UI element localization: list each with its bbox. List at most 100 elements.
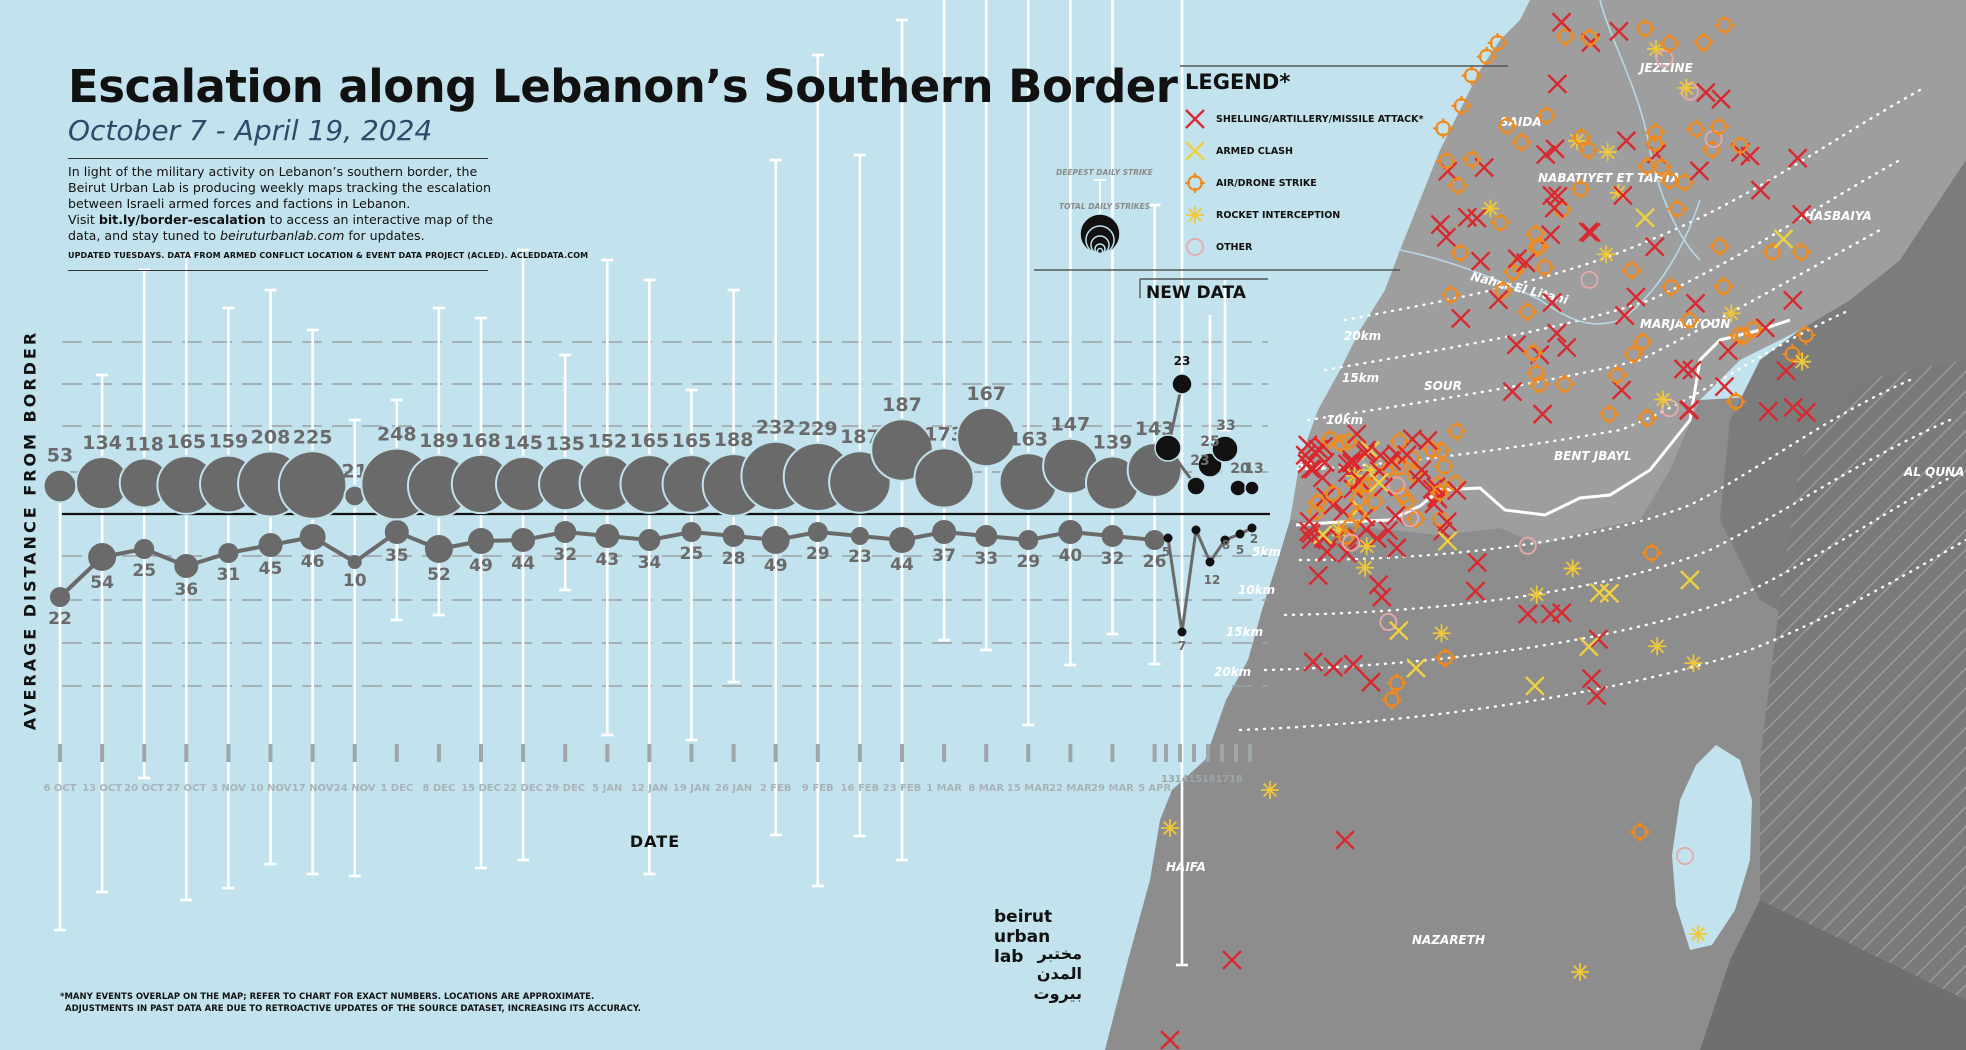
new-distance-point [1177, 627, 1187, 637]
date-label: 19 JAN [673, 783, 710, 794]
event-marker [1726, 391, 1746, 412]
distance-point [218, 543, 239, 563]
event-marker [1791, 242, 1811, 263]
event-marker [1518, 536, 1537, 555]
event-marker [1551, 12, 1572, 33]
event-marker [1711, 89, 1731, 109]
event-marker [1535, 144, 1556, 165]
event-marker [1437, 512, 1457, 532]
event-marker [1357, 537, 1376, 556]
event-marker [1684, 654, 1703, 673]
event-marker [1335, 830, 1355, 850]
event-marker [1546, 323, 1567, 344]
event-marker [1791, 204, 1812, 225]
strike-count-label: 187 [882, 394, 922, 416]
event-marker [1783, 397, 1803, 418]
distance-label: 45 [259, 559, 283, 579]
strike-bubble [42, 468, 78, 504]
title-divider [68, 158, 488, 159]
event-marker [1637, 408, 1657, 428]
event-marker [1401, 509, 1420, 528]
event-marker [1381, 689, 1402, 710]
event-marker [1654, 390, 1673, 409]
event-marker [1397, 445, 1417, 465]
event-marker [1529, 374, 1550, 395]
date-label: 10 NOV [250, 783, 292, 794]
date-label: 3 NOV [211, 783, 246, 794]
distance-point [511, 528, 536, 552]
site-link[interactable]: beiruturbanlab.com [220, 228, 345, 243]
date-label: 20 OCT [124, 783, 164, 794]
event-marker [1796, 402, 1817, 423]
date-label: 26 JAN [715, 783, 752, 794]
event-marker [1515, 252, 1536, 273]
day-label: 14 [1175, 774, 1189, 785]
map-label: HAIFA [1166, 860, 1206, 874]
legend-rules [1034, 65, 1508, 298]
event-marker [1614, 305, 1635, 326]
event-marker [1343, 654, 1364, 675]
new-distance-label: 12 [1204, 573, 1221, 587]
event-marker [1776, 360, 1796, 381]
map-label: HASBAIYA [1804, 209, 1872, 223]
strike-bubble [956, 406, 1017, 468]
event-marker [1542, 292, 1562, 313]
event-marker [1517, 604, 1538, 624]
event-marker [1730, 135, 1751, 156]
event-marker [1322, 483, 1343, 504]
distance-label: 25 [132, 561, 156, 581]
event-marker [1667, 198, 1688, 219]
distance-ring-label: 5km [1252, 545, 1281, 559]
event-marker [1641, 542, 1662, 563]
distance-point [975, 525, 998, 547]
event-marker [1402, 429, 1423, 449]
new-strike-label: 33 [1216, 418, 1235, 434]
event-marker [1342, 449, 1362, 470]
event-marker [1689, 925, 1707, 943]
event-marker [1307, 492, 1328, 513]
date-label: 29 MAR [1091, 783, 1134, 794]
new-distance-point [1191, 525, 1201, 535]
event-marker [1793, 352, 1812, 371]
interactive-map-link[interactable]: bit.ly/border-escalation [98, 212, 266, 227]
event-marker [1450, 308, 1471, 329]
distance-label: 54 [90, 573, 114, 593]
event-marker [1607, 365, 1628, 386]
distance-label: 37 [932, 546, 956, 566]
event-marker [1346, 424, 1367, 444]
event-marker [1490, 212, 1511, 233]
strike-count-label: 167 [966, 383, 1006, 405]
event-marker [1743, 319, 1764, 339]
distance-point [638, 529, 661, 551]
event-marker [1492, 280, 1513, 301]
date-label: 29 DEC [545, 783, 585, 794]
distance-label: 28 [722, 549, 746, 569]
distance-label: 40 [1059, 546, 1083, 566]
map-label: BENT JBAYL [1554, 449, 1632, 463]
date-label: 12 JAN [631, 783, 668, 794]
new-strike-bubble [1171, 373, 1193, 395]
distance-ring-label: 20km [1214, 665, 1251, 679]
event-marker [1599, 404, 1619, 425]
event-marker [1370, 445, 1391, 466]
event-marker [1451, 95, 1472, 116]
distance-point [299, 524, 326, 550]
event-marker [1750, 180, 1771, 200]
strike-count-label: 187 [840, 426, 880, 448]
new-strike-bubble [1244, 480, 1260, 496]
event-marker [1611, 380, 1632, 400]
strike-count-label: 118 [124, 434, 164, 456]
date-label: 15 MAR [1007, 783, 1050, 794]
event-marker [1795, 325, 1816, 345]
event-marker [1467, 552, 1488, 573]
event-marker [1356, 558, 1375, 577]
event-marker [1308, 565, 1329, 586]
distance-point [850, 527, 869, 545]
distance-label: 33 [974, 549, 998, 569]
new-distance-label: 5 [1162, 545, 1170, 559]
event-marker [1432, 624, 1451, 643]
event-marker [1578, 636, 1599, 657]
yellow-star-icon [1186, 206, 1204, 224]
event-marker [1386, 538, 1407, 558]
